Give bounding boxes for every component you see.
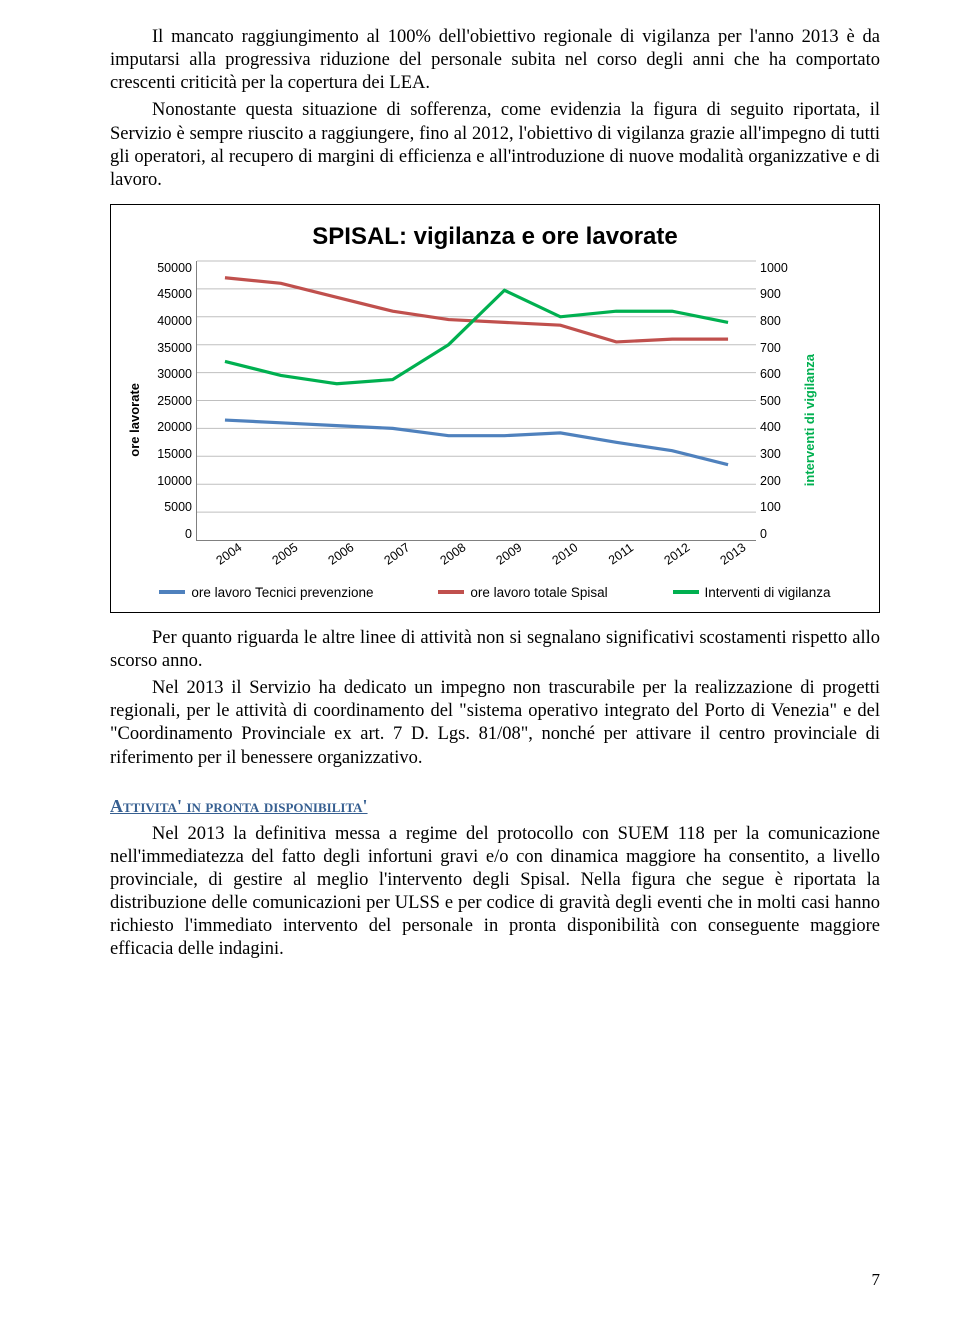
y-tick-right: 0 bbox=[760, 527, 798, 541]
x-tick: 2011 bbox=[594, 532, 659, 592]
y-tick-left: 0 bbox=[146, 527, 192, 541]
y-axis-left-label: ore lavorate bbox=[127, 383, 142, 457]
y-tick-left: 10000 bbox=[146, 474, 192, 488]
chart-legend: ore lavoro Tecnici prevenzione ore lavoro… bbox=[127, 585, 863, 600]
legend-swatch bbox=[438, 590, 464, 594]
y-axis-right-label: interventi di vigilanza bbox=[802, 354, 817, 486]
paragraph-4: Nel 2013 il Servizio ha dedicato un impe… bbox=[110, 677, 880, 770]
x-tick: 2007 bbox=[370, 532, 435, 592]
x-tick: 2006 bbox=[314, 532, 379, 592]
legend-item: Interventi di vigilanza bbox=[673, 585, 831, 600]
legend-label: ore lavoro totale Spisal bbox=[470, 585, 607, 600]
x-tick: 2012 bbox=[650, 532, 715, 592]
legend-swatch bbox=[159, 590, 185, 594]
y-tick-right: 100 bbox=[760, 500, 798, 514]
legend-item: ore lavoro Tecnici prevenzione bbox=[159, 585, 373, 600]
y-tick-left: 45000 bbox=[146, 287, 192, 301]
legend-swatch bbox=[673, 590, 699, 594]
y-tick-right: 400 bbox=[760, 420, 798, 434]
y-tick-left: 25000 bbox=[146, 394, 192, 408]
y-tick-left: 35000 bbox=[146, 341, 192, 355]
chart-plot-area bbox=[196, 261, 756, 541]
y-tick-left: 20000 bbox=[146, 420, 192, 434]
paragraph-2: Nonostante questa situazione di sofferen… bbox=[110, 99, 880, 192]
y-tick-left: 40000 bbox=[146, 314, 192, 328]
paragraph-1: Il mancato raggiungimento al 100% dell'o… bbox=[110, 26, 880, 95]
x-tick: 2009 bbox=[482, 532, 547, 592]
y-tick-left: 15000 bbox=[146, 447, 192, 461]
y-axis-right-label-wrap: interventi di vigilanza bbox=[802, 261, 817, 579]
y-tick-right: 600 bbox=[760, 367, 798, 381]
y-tick-right: 700 bbox=[760, 341, 798, 355]
y-tick-right: 900 bbox=[760, 287, 798, 301]
x-tick: 2008 bbox=[426, 532, 491, 592]
x-tick: 2005 bbox=[258, 532, 323, 592]
y-tick-left: 30000 bbox=[146, 367, 192, 381]
y-tick-right: 1000 bbox=[760, 261, 798, 275]
y-tick-left: 50000 bbox=[146, 261, 192, 275]
x-tick: 2010 bbox=[538, 532, 603, 592]
chart-container: SPISAL: vigilanza e ore lavorate ore lav… bbox=[110, 204, 880, 613]
y-tick-right: 300 bbox=[760, 447, 798, 461]
y-ticks-left: 5000045000400003500030000250002000015000… bbox=[146, 261, 196, 541]
y-tick-right: 200 bbox=[760, 474, 798, 488]
y-axis-left-label-wrap: ore lavorate bbox=[127, 261, 142, 579]
y-ticks-right: 10009008007006005004003002001000 bbox=[756, 261, 798, 541]
y-tick-right: 500 bbox=[760, 394, 798, 408]
paragraph-3: Per quanto riguarda le altre linee di at… bbox=[110, 627, 880, 673]
x-tick: 2004 bbox=[202, 532, 267, 592]
paragraph-5: Nel 2013 la definitiva messa a regime de… bbox=[110, 823, 880, 962]
chart-svg bbox=[197, 261, 756, 540]
chart-title: SPISAL: vigilanza e ore lavorate bbox=[127, 223, 863, 251]
x-ticks: 2004200520062007200820092010201120122013 bbox=[196, 545, 756, 579]
legend-item: ore lavoro totale Spisal bbox=[438, 585, 607, 600]
section-heading: Attivita' in pronta disponibilita' bbox=[110, 796, 880, 817]
page-number: 7 bbox=[872, 1270, 881, 1290]
series-line bbox=[225, 290, 728, 383]
y-tick-right: 800 bbox=[760, 314, 798, 328]
series-line bbox=[225, 420, 728, 465]
y-tick-left: 5000 bbox=[146, 500, 192, 514]
x-tick: 2013 bbox=[706, 532, 771, 592]
